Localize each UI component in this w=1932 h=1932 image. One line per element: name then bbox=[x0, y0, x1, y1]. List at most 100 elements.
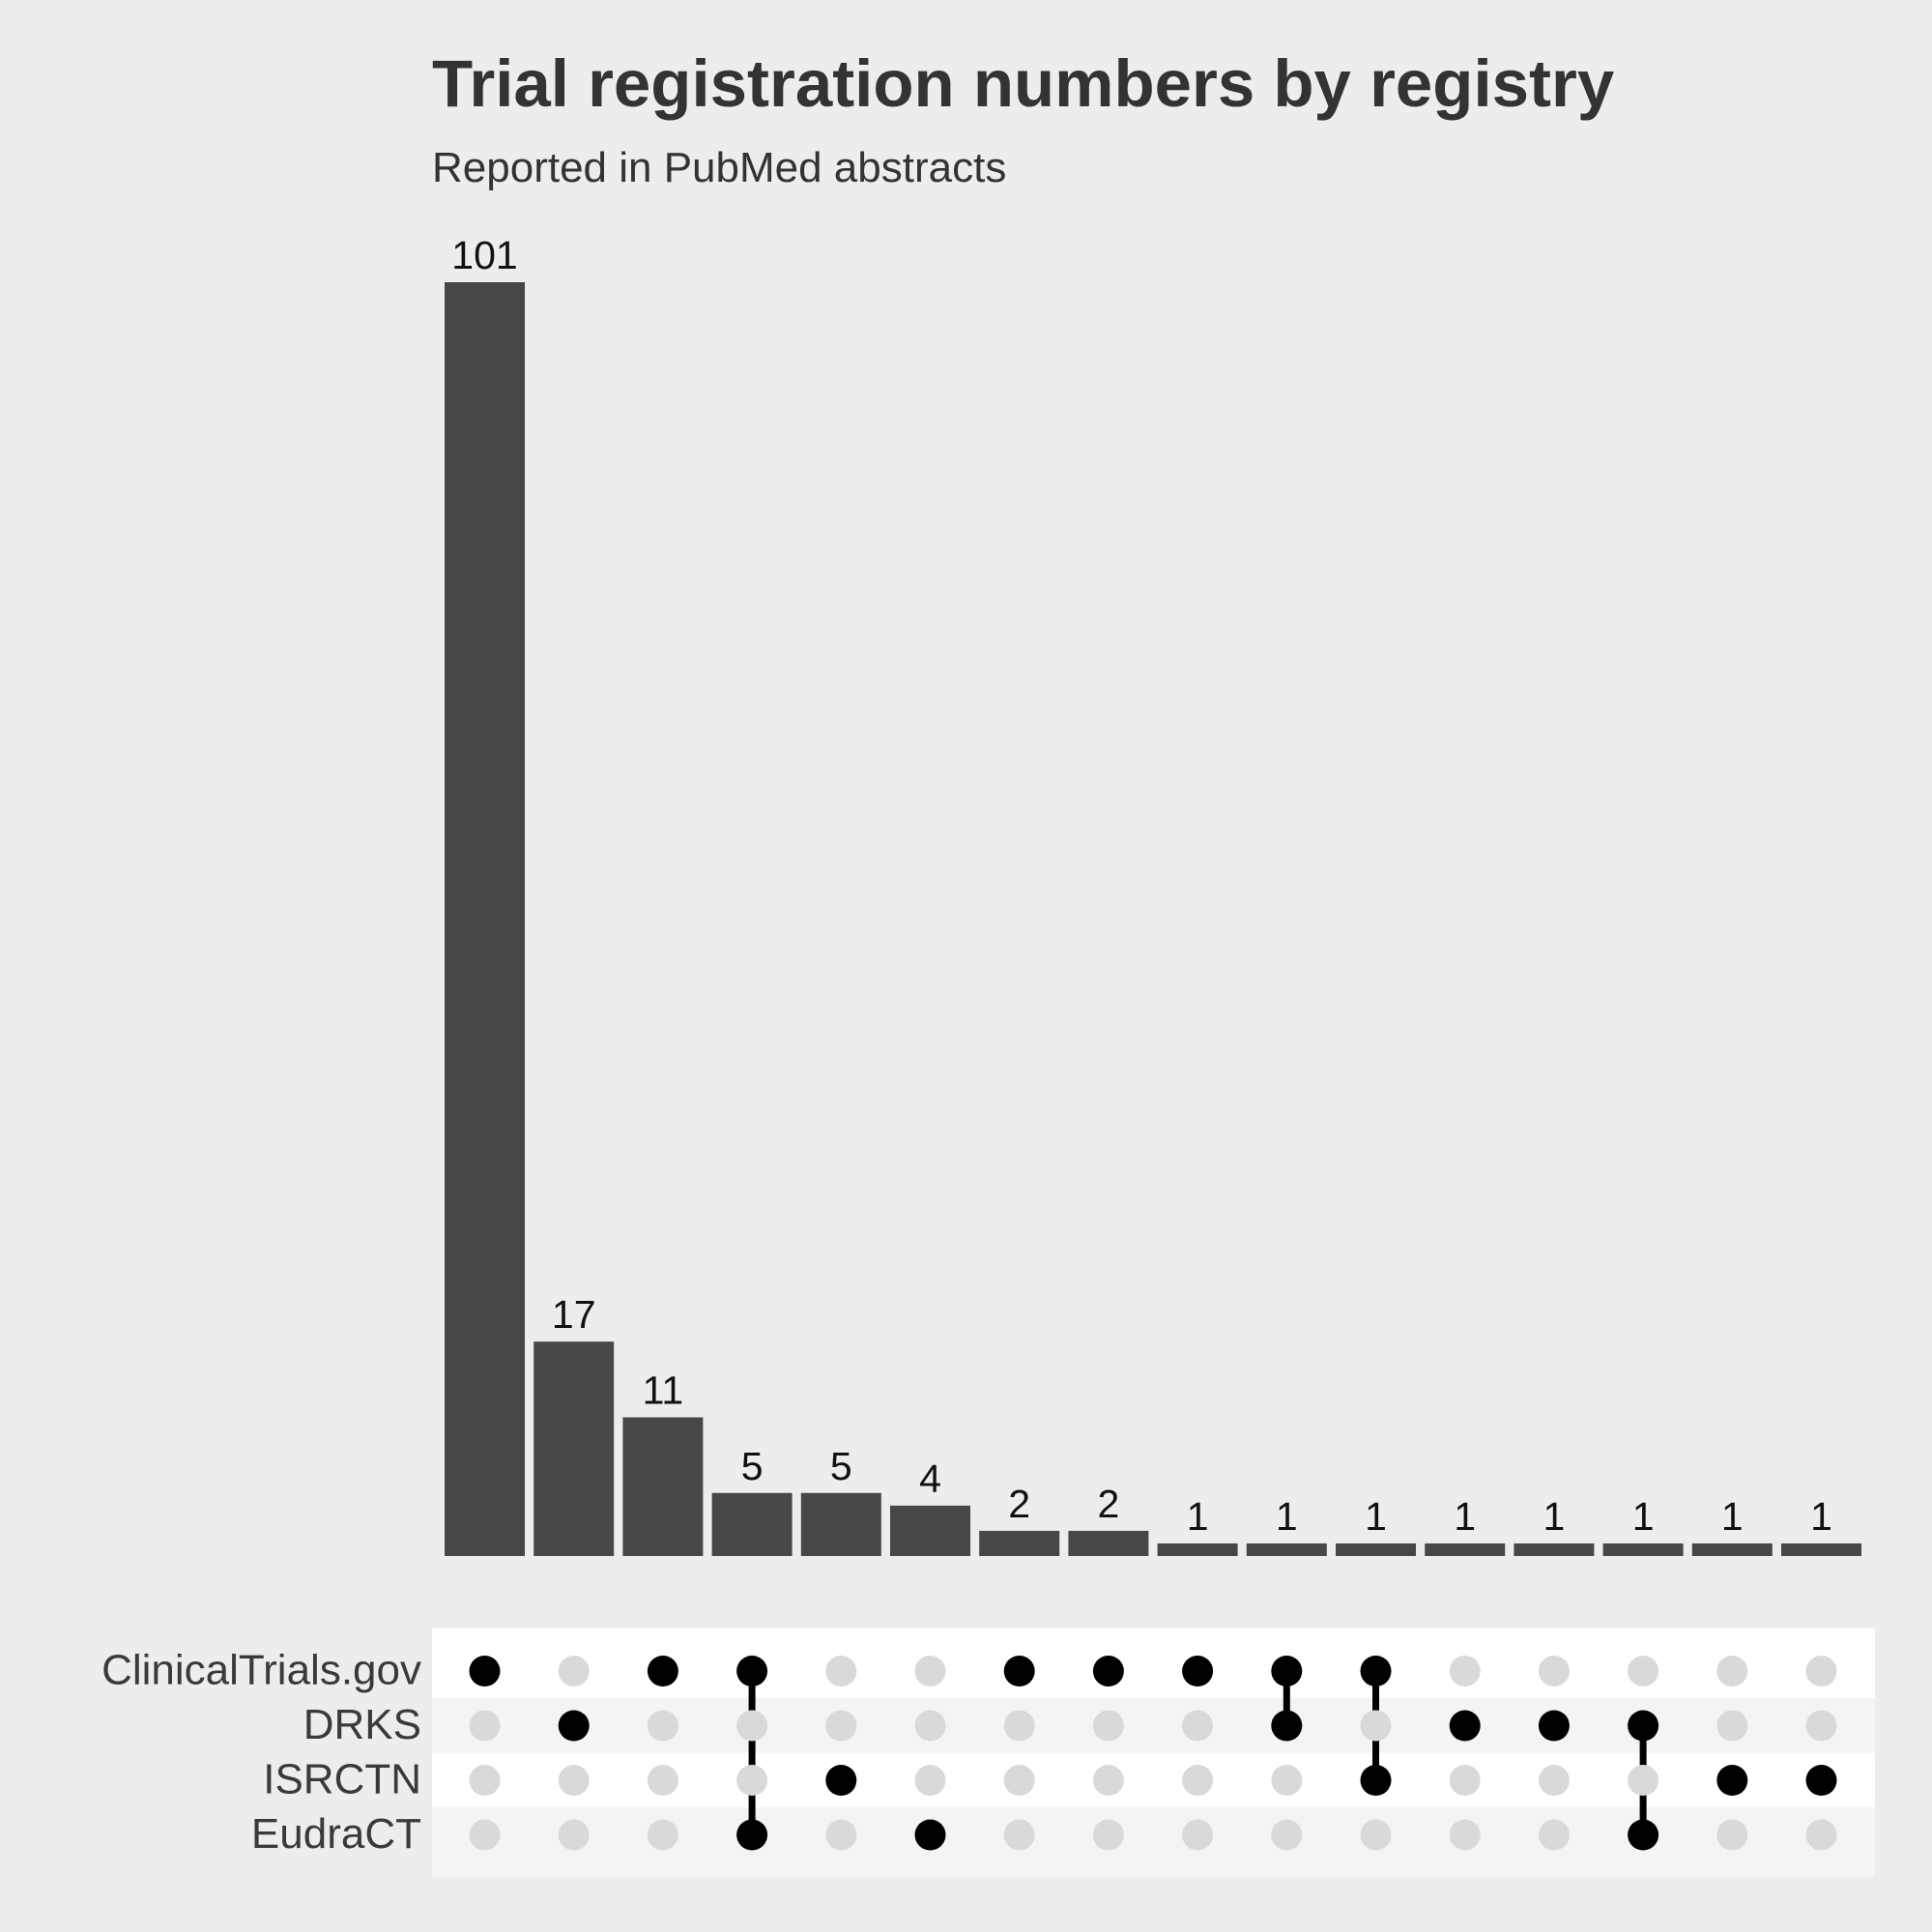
bar-value-label: 101 bbox=[451, 233, 517, 277]
matrix-dot-active bbox=[1003, 1656, 1035, 1687]
matrix-dot-inactive bbox=[558, 1819, 590, 1851]
matrix-dot-inactive bbox=[1538, 1765, 1570, 1796]
matrix-dot-inactive bbox=[1538, 1656, 1570, 1687]
matrix-dot-inactive bbox=[825, 1656, 857, 1687]
bar bbox=[533, 1341, 615, 1556]
matrix-dot-inactive bbox=[1182, 1819, 1214, 1851]
bar-value-label: 1 bbox=[1365, 1494, 1387, 1539]
matrix-dot-inactive bbox=[1449, 1656, 1481, 1687]
matrix-dot-inactive bbox=[736, 1710, 768, 1742]
matrix-dot-inactive bbox=[1628, 1765, 1659, 1796]
bar bbox=[1425, 1543, 1506, 1556]
intersection-matrix bbox=[469, 1656, 1837, 1851]
matrix-dot-inactive bbox=[469, 1710, 501, 1742]
matrix-dot-inactive bbox=[1092, 1819, 1124, 1851]
matrix-dot-inactive bbox=[1805, 1710, 1837, 1742]
matrix-dot-active bbox=[647, 1656, 678, 1687]
bar-value-label: 1 bbox=[1810, 1494, 1832, 1539]
bar-value-label: 5 bbox=[741, 1444, 764, 1488]
matrix-dot-inactive bbox=[558, 1765, 590, 1796]
matrix-dot-inactive bbox=[914, 1765, 946, 1796]
bar-value-label: 1 bbox=[1187, 1494, 1209, 1539]
matrix-row-bg bbox=[432, 1807, 1875, 1878]
matrix-dot-active bbox=[1360, 1765, 1392, 1796]
matrix-dot-inactive bbox=[1360, 1710, 1392, 1742]
matrix-dot-inactive bbox=[1805, 1819, 1837, 1851]
matrix-dot-inactive bbox=[647, 1819, 678, 1851]
matrix-dot-active bbox=[1538, 1710, 1570, 1742]
matrix-dot-inactive bbox=[469, 1819, 501, 1851]
matrix-dot-inactive bbox=[1271, 1819, 1303, 1851]
bar bbox=[1246, 1543, 1327, 1556]
matrix-dot-inactive bbox=[1182, 1765, 1214, 1796]
matrix-dot-inactive bbox=[1716, 1656, 1748, 1687]
bar-value-label: 1 bbox=[1543, 1494, 1565, 1539]
set-label-group: ClinicalTrials.gov DRKS ISRCTN EudraCT bbox=[101, 1647, 421, 1859]
matrix-dot-active bbox=[914, 1819, 946, 1851]
matrix-dot-inactive bbox=[647, 1710, 678, 1742]
bar bbox=[1602, 1543, 1684, 1556]
matrix-dot-inactive bbox=[1449, 1765, 1481, 1796]
matrix-dot-inactive bbox=[1716, 1710, 1748, 1742]
matrix-dot-inactive bbox=[914, 1656, 946, 1687]
bar bbox=[979, 1530, 1060, 1556]
bar bbox=[1691, 1543, 1773, 1556]
set-label: ISRCTN bbox=[263, 1756, 421, 1803]
matrix-dot-inactive bbox=[469, 1765, 501, 1796]
chart-title: Trial registration numbers by registry bbox=[432, 46, 1614, 121]
matrix-dot-inactive bbox=[1538, 1819, 1570, 1851]
matrix-dot-active bbox=[558, 1710, 590, 1742]
matrix-dot-inactive bbox=[1092, 1765, 1124, 1796]
bar bbox=[711, 1492, 793, 1556]
bar bbox=[1157, 1543, 1238, 1556]
set-label: DRKS bbox=[303, 1701, 421, 1748]
matrix-dot-inactive bbox=[1628, 1656, 1659, 1687]
matrix-dot-inactive bbox=[1003, 1819, 1035, 1851]
bar-value-label: 1 bbox=[1632, 1494, 1655, 1539]
matrix-dot-inactive bbox=[1360, 1819, 1392, 1851]
matrix-dot-inactive bbox=[914, 1710, 946, 1742]
matrix-dot-inactive bbox=[647, 1765, 678, 1796]
matrix-dot-active bbox=[1360, 1656, 1392, 1687]
bar bbox=[1514, 1543, 1595, 1556]
matrix-row-bg bbox=[432, 1628, 1875, 1699]
matrix-dot-inactive bbox=[1092, 1710, 1124, 1742]
matrix-dot-active bbox=[1271, 1710, 1303, 1742]
matrix-dot-active bbox=[1271, 1656, 1303, 1687]
bar-value-label: 4 bbox=[919, 1456, 941, 1501]
matrix-dot-inactive bbox=[1182, 1710, 1214, 1742]
matrix-dot-inactive bbox=[1003, 1765, 1035, 1796]
bar bbox=[445, 282, 525, 1556]
bar bbox=[622, 1417, 704, 1556]
matrix-dot-inactive bbox=[1449, 1819, 1481, 1851]
bar bbox=[1068, 1530, 1149, 1556]
matrix-dot-active bbox=[736, 1819, 768, 1851]
matrix-dot-inactive bbox=[825, 1819, 857, 1851]
matrix-dot-active bbox=[1449, 1710, 1481, 1742]
bar-value-label: 1 bbox=[1721, 1494, 1744, 1539]
bar-value-label: 2 bbox=[1008, 1482, 1030, 1526]
set-label: ClinicalTrials.gov bbox=[101, 1647, 421, 1694]
bar bbox=[800, 1492, 881, 1556]
matrix-dot-inactive bbox=[1716, 1819, 1748, 1851]
set-label: EudraCT bbox=[251, 1810, 421, 1858]
matrix-dot-active bbox=[1182, 1656, 1214, 1687]
matrix-dot-active bbox=[825, 1765, 857, 1796]
matrix-dot-inactive bbox=[558, 1656, 590, 1687]
bar bbox=[1336, 1543, 1416, 1556]
matrix-dot-inactive bbox=[1003, 1710, 1035, 1742]
bar-group bbox=[445, 282, 1861, 1556]
matrix-dot-active bbox=[469, 1656, 501, 1687]
bar-value-label: 1 bbox=[1276, 1494, 1298, 1539]
bar bbox=[1781, 1543, 1861, 1556]
bar-value-label: 1 bbox=[1454, 1494, 1476, 1539]
bar-value-label: 5 bbox=[830, 1444, 852, 1488]
chart-subtitle: Reported in PubMed abstracts bbox=[432, 144, 1006, 191]
matrix-dot-active bbox=[736, 1656, 768, 1687]
matrix-dot-inactive bbox=[1805, 1656, 1837, 1687]
matrix-dot-active bbox=[1628, 1710, 1659, 1742]
bar-value-label: 2 bbox=[1097, 1482, 1119, 1526]
matrix-dot-active bbox=[1092, 1656, 1124, 1687]
